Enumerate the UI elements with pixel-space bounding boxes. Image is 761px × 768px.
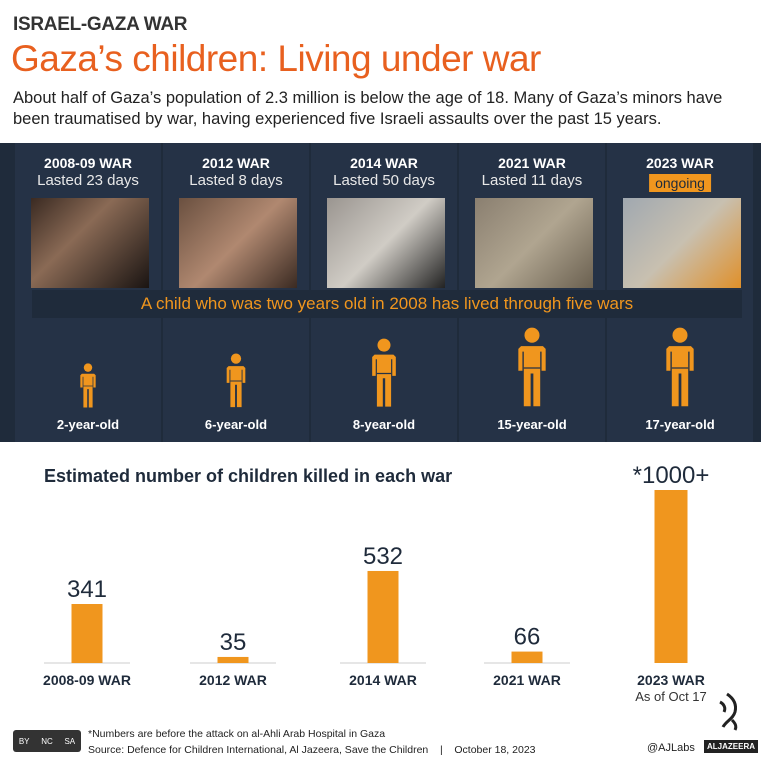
data-label: 341	[67, 576, 107, 603]
ongoing-badge: ongoing	[649, 174, 711, 192]
category-label: 2008-09 WAR	[43, 672, 131, 688]
child-figure-icon	[372, 338, 396, 407]
category-label: 2012 WAR	[199, 672, 267, 688]
war-name: 2023 WAR	[646, 155, 714, 171]
source-line: Source: Defence for Children Internation…	[88, 744, 536, 756]
banner: A child who was two years old in 2008 ha…	[32, 290, 742, 318]
war-photo	[327, 198, 445, 288]
chart-title: Estimated number of children killed in e…	[44, 466, 453, 486]
bar-chart: 341 2008-09 WAR 35 2012 WAR 532 2014 WAR 66 202…	[43, 462, 710, 704]
child-figure-icon	[80, 363, 96, 408]
wars-panel: A child who was two years old in 2008 ha…	[0, 143, 761, 442]
bar	[367, 570, 399, 663]
kicker: ISRAEL-GAZA WAR	[13, 14, 188, 35]
age-label: 6-year-old	[204, 417, 268, 432]
age-label: 8-year-old	[352, 417, 416, 432]
war-duration: Lasted 50 days	[333, 172, 435, 189]
intro-text: About half of Gaza’s population of 2.3 m…	[13, 89, 723, 128]
age-label: 2-year-old	[56, 417, 120, 432]
war-photo	[179, 198, 297, 288]
war-name: 2012 WAR	[202, 155, 270, 171]
footnote: *Numbers are before the attack on al-Ahl…	[88, 728, 386, 740]
war-name: 2021 WAR	[498, 155, 566, 171]
data-label: 532	[363, 543, 403, 570]
war-duration: Lasted 23 days	[37, 172, 139, 189]
war-photo	[31, 198, 149, 288]
war-name: 2014 WAR	[350, 155, 418, 171]
data-label: 66	[514, 624, 541, 651]
child-figure-icon	[226, 353, 246, 408]
aljazeera-logo-icon	[719, 692, 738, 731]
ajlabs-handle: @AJLabs	[647, 742, 695, 754]
data-label: *1000+	[633, 462, 710, 489]
war-duration: Lasted 11 days	[481, 172, 583, 189]
data-label: 35	[220, 629, 247, 656]
category-label: 2021 WAR	[493, 672, 561, 688]
child-figure-icon	[666, 327, 694, 407]
bar	[217, 656, 249, 663]
age-label: 17-year-old	[645, 417, 715, 432]
category-label: 2023 WAR	[637, 672, 705, 688]
category-sublabel: As of Oct 17	[635, 689, 707, 704]
child-figure-icon	[518, 327, 546, 407]
page-title: Gaza’s children: Living under war	[11, 38, 541, 79]
age-label: 15-year-old	[497, 417, 567, 432]
war-duration: Lasted 8 days	[189, 172, 283, 189]
war-photo	[623, 198, 741, 288]
creative-commons-icon: BY NC SA	[13, 730, 81, 752]
bar	[71, 604, 103, 663]
category-label: 2014 WAR	[349, 672, 417, 688]
war-name: 2008-09 WAR	[44, 155, 132, 171]
aljazeera-brand: ALJAZEERA	[704, 740, 759, 753]
bar	[511, 651, 543, 663]
bar	[654, 490, 688, 663]
war-photo	[475, 198, 593, 288]
